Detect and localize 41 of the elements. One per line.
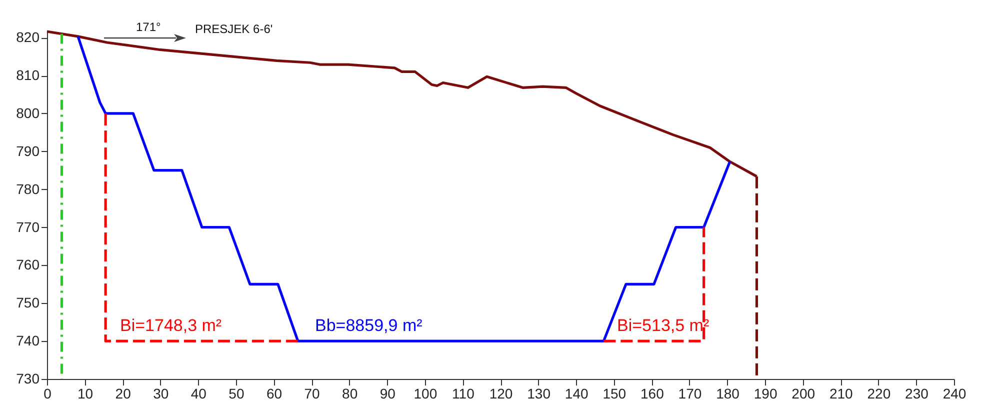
x-tick-label: 140 [564,386,588,402]
y-tick-label: 820 [16,29,40,46]
y-tick-label: 760 [16,256,40,273]
annotation: Bb=8859,9 m² [315,316,422,336]
x-tick-label: 50 [228,386,244,402]
x-tick-label: 0 [44,386,52,402]
x-tick-label: 220 [867,386,891,402]
x-tick-label: 70 [304,386,320,402]
x-tick-label: 130 [527,386,551,402]
x-tick-label: 150 [602,386,626,402]
y-tick-label: 780 [16,180,40,197]
x-tick-label: 60 [266,386,282,402]
x-tick-label: 190 [754,386,778,402]
x-tick-label: 20 [115,386,132,402]
y-tick-label: 800 [16,104,40,121]
y-tick-label: 810 [16,67,40,84]
annotation: PRESJEK 6-6' [195,22,273,36]
x-tick-label: 80 [342,386,358,402]
y-tick-label: 730 [16,370,40,386]
y-tick-label: 740 [16,332,40,349]
line-series [76,35,732,342]
x-tick-label: 210 [829,386,854,402]
y-tick-label: 770 [16,218,40,235]
y-tick-label: 750 [16,294,40,311]
annotation: 171° [136,20,161,34]
x-tick-label: 240 [942,386,966,402]
x-tick-label: 100 [414,386,438,402]
x-tick-label: 230 [905,386,929,402]
y-tick-label: 790 [16,142,40,159]
x-tick-label: 10 [78,386,94,402]
x-tick-label: 40 [190,386,207,402]
x-tick-label: 90 [380,386,396,402]
x-tick-label: 30 [153,386,169,402]
x-tick-label: 200 [792,386,816,402]
x-tick-label: 120 [489,386,513,402]
x-tick-label: 160 [640,386,664,402]
x-tick-label: 170 [678,386,702,402]
annotation: Bi=513,5 m² [617,316,710,336]
annotation: Bi=1748,3 m² [120,316,222,336]
x-tick-label: 180 [716,386,740,402]
x-tick-label: 110 [452,386,475,402]
